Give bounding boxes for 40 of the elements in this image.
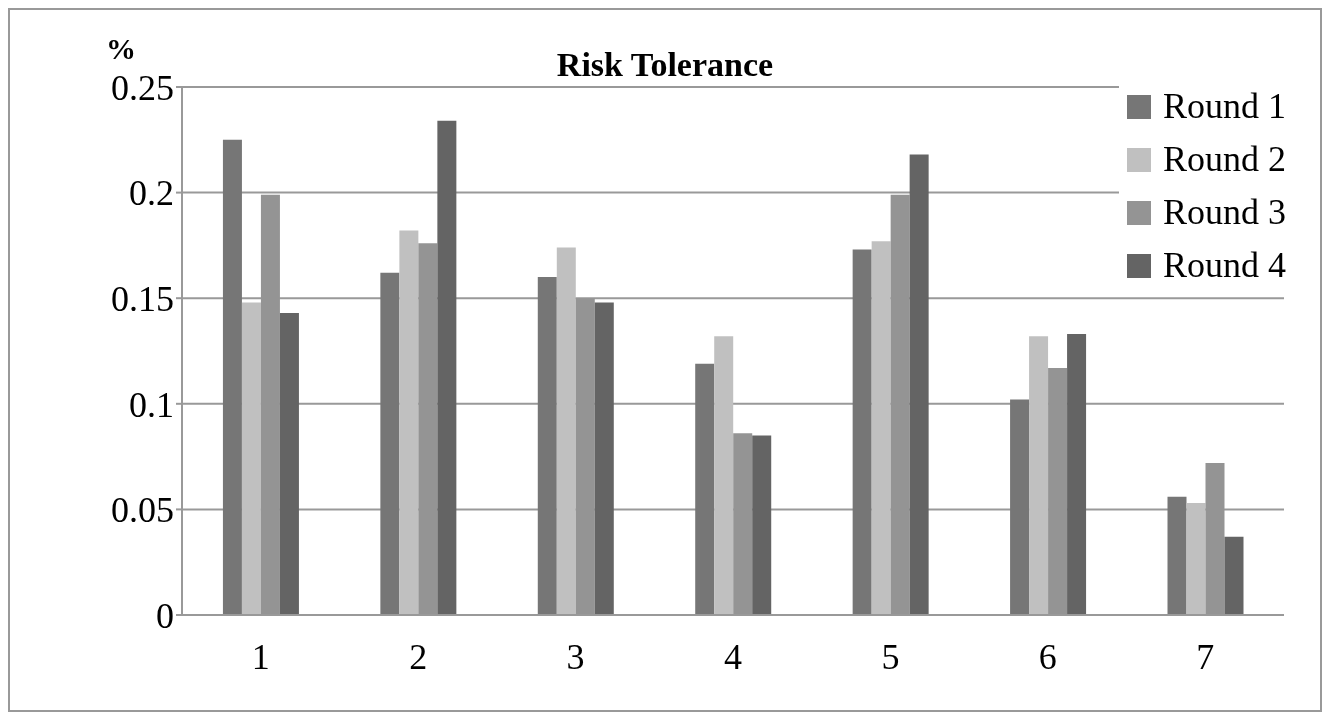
- legend-label: Round 3: [1162, 191, 1286, 234]
- bar: [222, 139, 242, 615]
- bar: [399, 230, 419, 615]
- bar: [1067, 334, 1087, 615]
- bar: [241, 302, 261, 615]
- y-tick-label: 0.25: [111, 67, 174, 108]
- bar: [437, 120, 457, 615]
- legend-label: Round 1: [1162, 85, 1286, 128]
- chart-title: Risk Tolerance: [556, 46, 774, 83]
- bar: [695, 363, 715, 615]
- bar: [1224, 536, 1244, 615]
- x-tick-label: 6: [1038, 636, 1057, 677]
- y-axis-title: %: [106, 32, 136, 66]
- bar: [537, 277, 557, 615]
- bar: [852, 249, 872, 615]
- y-tick-label: 0.05: [111, 490, 174, 531]
- x-tick-label: 1: [251, 636, 270, 677]
- y-tick-label: 0.2: [129, 173, 174, 214]
- y-tick-label: 0.1: [129, 384, 174, 425]
- y-tick-label: 0: [156, 595, 174, 636]
- legend-label: Round 2: [1162, 138, 1286, 181]
- y-tick-label: 0.15: [111, 278, 174, 319]
- bar: [380, 272, 400, 615]
- bar: [1186, 503, 1206, 615]
- x-tick-label: 3: [566, 636, 585, 677]
- bar: [752, 435, 772, 615]
- bar: [1167, 496, 1187, 615]
- legend-label: Round 4: [1162, 244, 1286, 287]
- bar: [714, 336, 734, 615]
- bar: [279, 312, 299, 615]
- bar: [594, 302, 614, 615]
- bar: [556, 247, 576, 615]
- x-tick-label: 4: [724, 636, 742, 677]
- x-tick-label: 7: [1196, 636, 1215, 677]
- x-tick-label: 2: [409, 636, 428, 677]
- bar: [871, 241, 891, 615]
- bar: [1010, 399, 1030, 615]
- bar: [909, 154, 929, 615]
- bar: [1029, 336, 1049, 615]
- x-tick-label: 5: [881, 636, 900, 677]
